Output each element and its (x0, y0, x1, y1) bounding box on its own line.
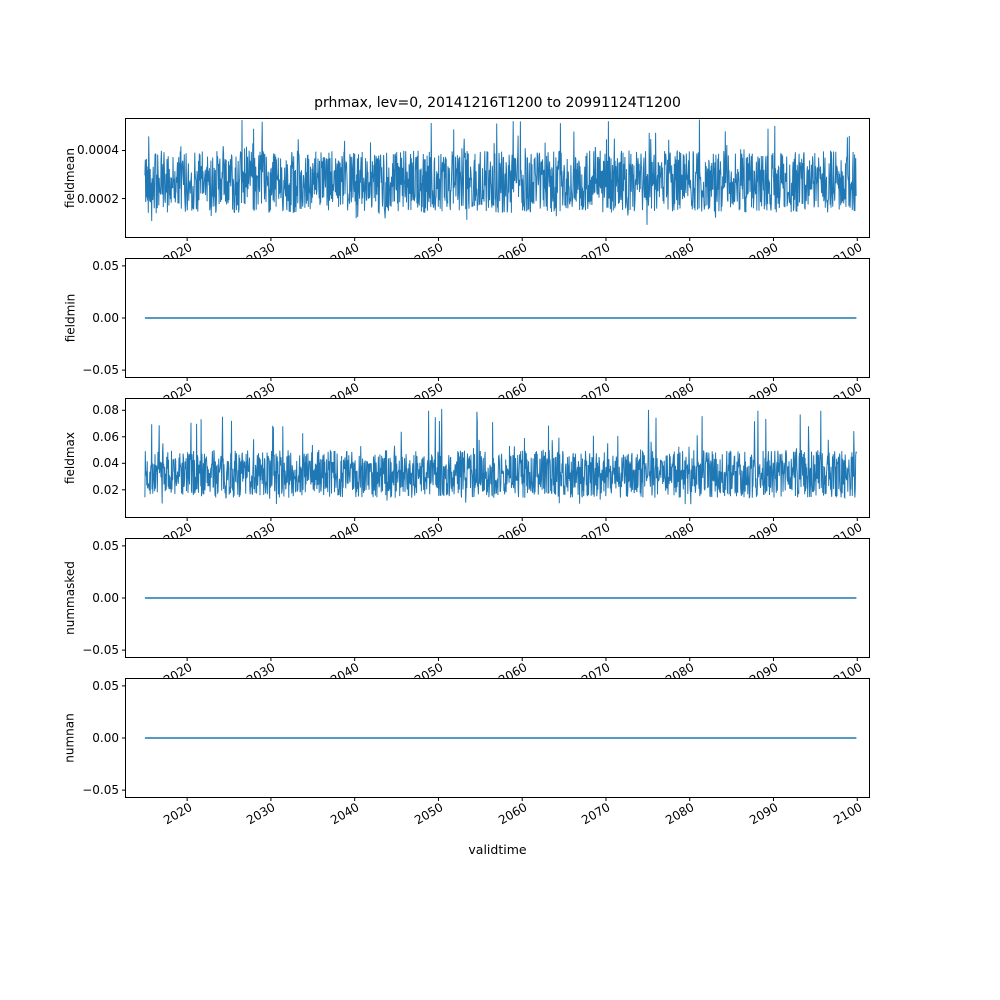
x-tick-label: 2030 (244, 800, 278, 828)
plot-area-fieldmin (122, 265, 858, 381)
y-tick-label: 0.0002 (77, 191, 119, 206)
x-tick-label: 2100 (830, 800, 865, 828)
x-tick-label: 2070 (579, 800, 613, 828)
y-tick-label: 0.05 (92, 258, 119, 273)
y-tick-label: −0.05 (82, 363, 119, 378)
y-axis-label-text: fieldmax (63, 431, 78, 485)
subplot-fieldmin: fieldmin 0.05 0.00 −0.05 2020 2030 2040 2050 20… (63, 258, 870, 407)
x-tick-label: 2080 (663, 800, 697, 828)
y-tick-label: 0.05 (92, 538, 119, 553)
y-tick-label: 0.02 (92, 482, 119, 497)
y-axis-label-fieldmean: fieldmean (62, 119, 78, 237)
x-tick-label: 2090 (747, 800, 781, 828)
y-tick-label: 0.00 (92, 731, 119, 745)
y-tick-label: −0.05 (82, 783, 119, 798)
subplot-fieldmean: fieldmean 0.0002 0.0004 2020 2030 2040 2050 20… (63, 118, 870, 267)
y-tick-label: 0.00 (92, 311, 119, 325)
y-axis-label-text: nummasked (63, 561, 77, 635)
y-axis-label-fieldmax: fieldmax (62, 399, 78, 517)
y-tick-label: 0.04 (92, 456, 119, 471)
plot-area-numnan (122, 685, 858, 801)
plot-area-fieldmax (122, 408, 858, 521)
y-axis-label-fieldmin: fieldmin (62, 259, 78, 377)
y-axis-label-nummasked: nummasked (62, 539, 78, 657)
y-tick-label: 0.0004 (77, 143, 119, 158)
x-tick-label: 2040 (328, 800, 362, 828)
plot-area-nummasked (122, 545, 858, 661)
x-tick-label: 2050 (411, 800, 446, 828)
x-axis-label: validtime (468, 842, 527, 857)
y-axis-label-text: numnan (63, 713, 77, 763)
y-axis-label-text: fieldmin (63, 293, 77, 343)
x-tick-label: 2020 (160, 800, 195, 828)
y-tick-label: 0.05 (92, 678, 119, 693)
y-tick-label: 0.00 (92, 591, 119, 605)
y-tick-label: 0.06 (92, 429, 119, 444)
y-tick-label: −0.05 (82, 643, 119, 658)
plot-area-fieldmean (122, 119, 858, 241)
x-tick-label: 2060 (495, 800, 530, 828)
y-axis-label-numnan: numnan (62, 679, 78, 797)
data-line-fieldmean (144, 119, 857, 225)
data-line-fieldmax (144, 408, 857, 505)
y-tick-label: 0.08 (92, 403, 119, 418)
subplot-fieldmax: fieldmax 0.08 0.06 0.04 0.02 2020 2030 2040 205… (63, 398, 870, 547)
y-axis-label-text: fieldmean (63, 148, 77, 208)
subplot-nummasked: nummasked 0.05 0.00 −0.05 2020 2030 2040 2050 2… (63, 538, 870, 687)
chart-title: prhmax, lev=0, 20141216T1200 to 20991124… (314, 95, 681, 111)
subplot-numnan: numnan 0.05 0.00 −0.05 2020 2030 2040 2050 2060… (63, 678, 870, 827)
